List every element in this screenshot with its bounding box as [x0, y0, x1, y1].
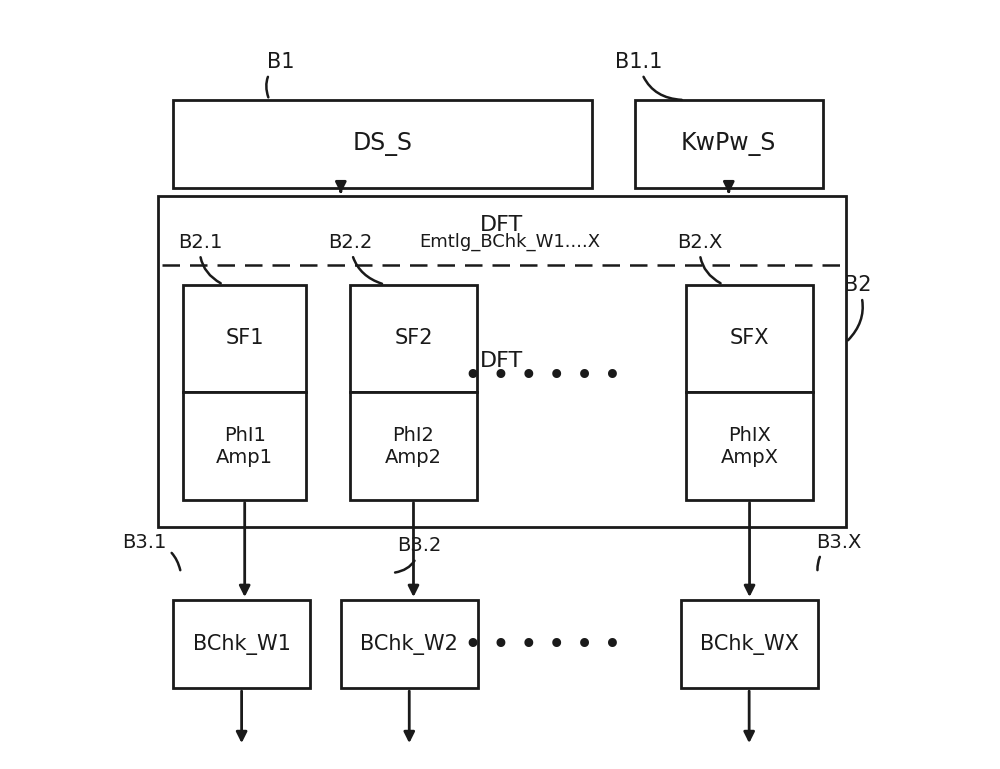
- Bar: [173, 100, 592, 188]
- Text: • • • • • •: • • • • • •: [464, 631, 621, 661]
- Text: B2: B2: [844, 275, 871, 340]
- Text: SF1: SF1: [225, 328, 264, 348]
- Text: BChk_W1: BChk_W1: [193, 634, 291, 654]
- Text: B1.1: B1.1: [615, 52, 682, 100]
- Text: Emtlg_BChk_W1....X: Emtlg_BChk_W1....X: [419, 232, 600, 251]
- Text: B3.2: B3.2: [395, 537, 441, 572]
- Text: PhI2
Amp2: PhI2 Amp2: [385, 425, 442, 467]
- Text: B1: B1: [266, 52, 295, 98]
- Text: SFX: SFX: [730, 328, 769, 348]
- Text: B3.1: B3.1: [123, 533, 180, 570]
- Text: • • • • • •: • • • • • •: [464, 362, 621, 391]
- Bar: [635, 100, 823, 188]
- Text: DFT: DFT: [480, 351, 524, 371]
- Text: BChk_WX: BChk_WX: [700, 634, 799, 654]
- Text: DFT: DFT: [480, 215, 524, 235]
- Text: PhI1
Amp1: PhI1 Amp1: [216, 425, 273, 467]
- Bar: [158, 196, 846, 527]
- Text: KwPw_S: KwPw_S: [681, 132, 776, 156]
- Text: BChk_W2: BChk_W2: [360, 634, 458, 654]
- Text: B3.X: B3.X: [816, 533, 861, 570]
- Bar: [350, 285, 477, 392]
- Bar: [686, 285, 813, 392]
- Bar: [681, 600, 818, 688]
- Text: B2.2: B2.2: [328, 233, 382, 284]
- Bar: [173, 600, 310, 688]
- Text: B2.X: B2.X: [677, 233, 723, 283]
- Text: SF2: SF2: [394, 328, 433, 348]
- Bar: [183, 285, 306, 392]
- Bar: [183, 392, 306, 500]
- Text: DS_S: DS_S: [353, 132, 413, 156]
- Text: B2.1: B2.1: [178, 233, 222, 283]
- Bar: [686, 392, 813, 500]
- Bar: [350, 392, 477, 500]
- Text: PhIX
AmpX: PhIX AmpX: [721, 425, 779, 467]
- Bar: [341, 600, 478, 688]
